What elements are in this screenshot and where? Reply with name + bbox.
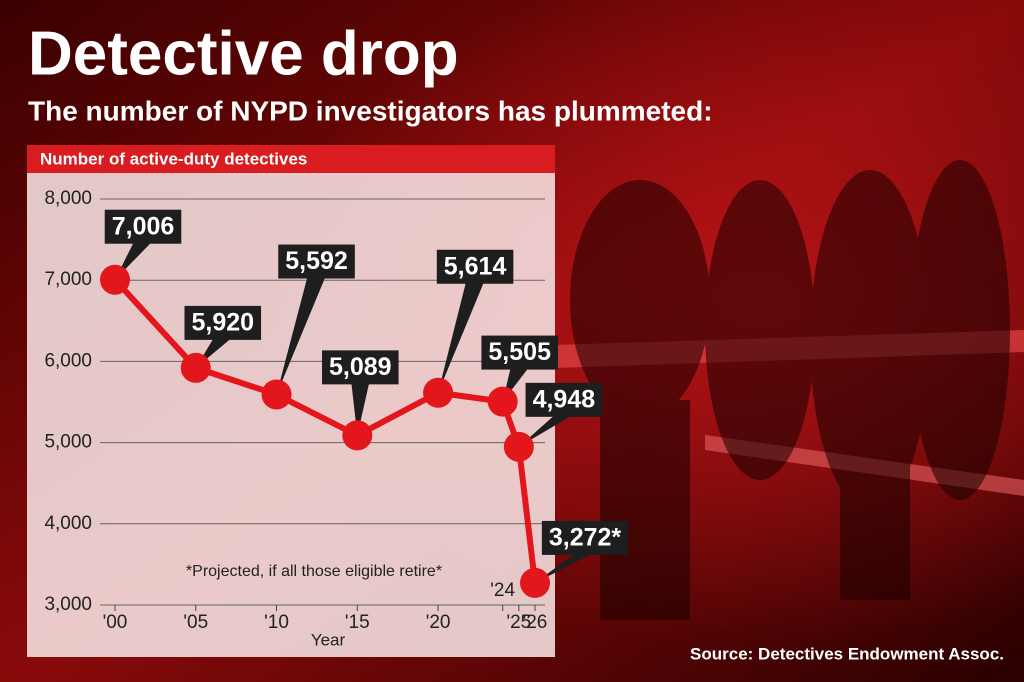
x-tick-label: '24 xyxy=(490,580,515,601)
callout-pointer xyxy=(276,276,326,395)
callout-box xyxy=(436,249,514,284)
value-label: 5,089 xyxy=(329,353,392,381)
panel-title: Number of active-duty detectives xyxy=(40,149,307,168)
point xyxy=(261,379,292,410)
callout-pointer xyxy=(438,281,485,393)
callout-box xyxy=(184,305,262,340)
x-tick-label: '00 xyxy=(103,612,128,633)
value-label: 5,592 xyxy=(285,247,348,275)
value-callout: 3,272* xyxy=(535,520,629,583)
point xyxy=(487,386,518,417)
y-tick-label: 3,000 xyxy=(44,594,92,615)
value-callout: 4,948 xyxy=(518,382,603,447)
y-tick-label: 5,000 xyxy=(44,432,92,453)
value-callout: 7,006 xyxy=(104,209,182,280)
subtitle: The number of NYPD investigators has plu… xyxy=(28,95,713,126)
silhouettes xyxy=(570,160,1010,620)
value-callout: 5,592 xyxy=(276,244,355,395)
value-label: 5,920 xyxy=(191,309,254,337)
value-callout: 5,920 xyxy=(184,305,262,368)
y-tick-label: 7,000 xyxy=(44,269,92,290)
y-tick-label: 6,000 xyxy=(44,350,92,371)
x-tick-label: '25 xyxy=(506,612,531,633)
value-callout: 5,505 xyxy=(481,335,558,402)
x-tick-label: '05 xyxy=(183,612,208,633)
callout-box xyxy=(541,520,629,555)
callout-box xyxy=(278,244,355,279)
callout-box xyxy=(322,350,399,385)
y-tick-label: 8,000 xyxy=(44,188,92,209)
value-label: 5,505 xyxy=(488,338,551,366)
annotation: *Projected, if all those eligible retire… xyxy=(186,563,442,580)
point xyxy=(100,264,130,295)
value-callout: 5,614 xyxy=(436,249,514,393)
callout-box xyxy=(481,335,558,370)
x-axis-label: Year xyxy=(311,630,346,649)
y-tick-label: 4,000 xyxy=(44,513,92,534)
point xyxy=(503,431,534,462)
point xyxy=(180,352,211,383)
callout-box xyxy=(525,382,603,417)
callout-box xyxy=(104,209,182,244)
callout-pointer xyxy=(535,552,594,583)
panel-header xyxy=(27,145,555,173)
source: Source: Detectives Endowment Assoc. xyxy=(690,644,1004,663)
point xyxy=(342,420,373,451)
x-tick-label: '15 xyxy=(345,612,370,633)
x-tick-label: '10 xyxy=(264,612,289,633)
x-tick-label: '20 xyxy=(426,612,451,633)
value-label: 4,948 xyxy=(533,385,596,413)
callout-pointer xyxy=(518,414,573,447)
point xyxy=(520,567,550,598)
point xyxy=(423,377,454,408)
value-label: 7,006 xyxy=(112,212,175,240)
value-label: 5,614 xyxy=(444,252,507,280)
x-tick-label: '26 xyxy=(523,612,548,633)
value-label: 3,272* xyxy=(549,524,622,552)
title: Detective drop xyxy=(28,19,459,88)
